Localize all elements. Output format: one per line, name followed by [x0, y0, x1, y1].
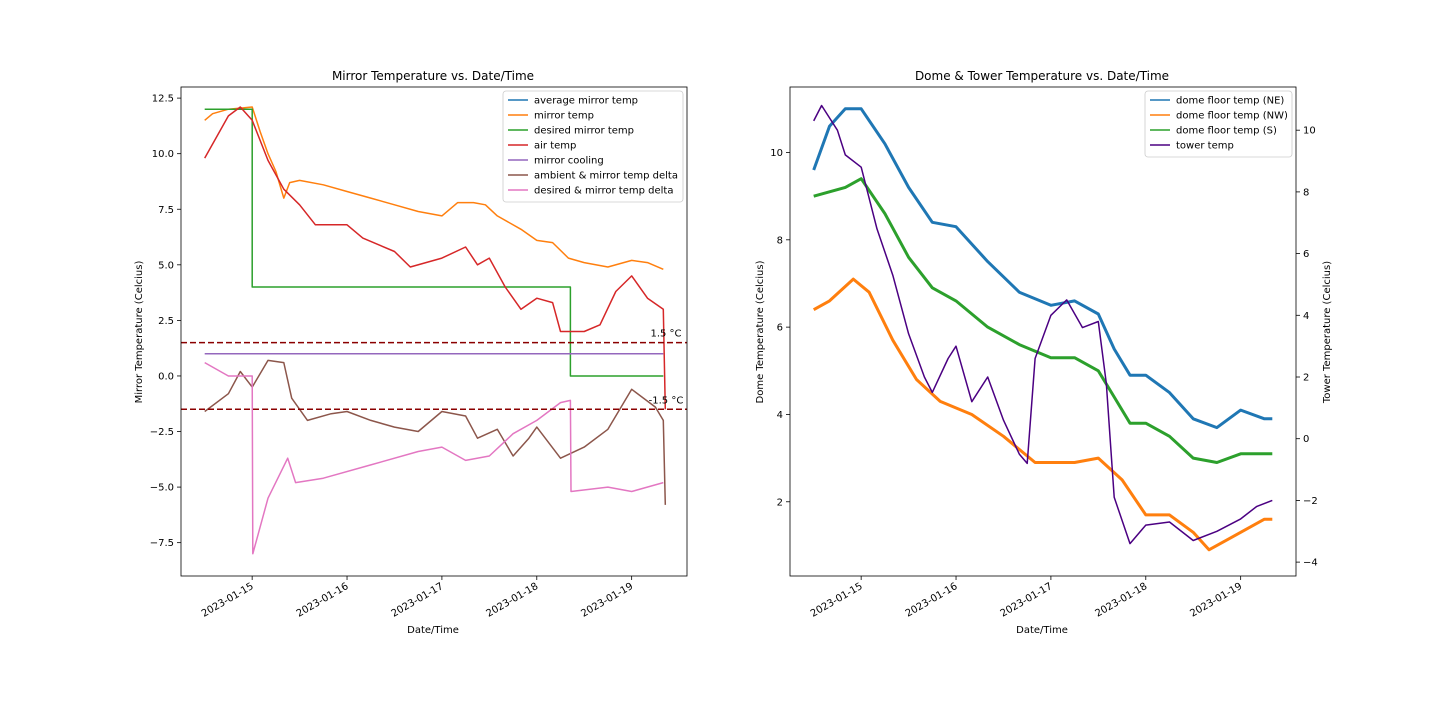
y-tick-label: −7.5: [150, 538, 174, 549]
series-line-dome-floor-temp-s: [813, 177, 1273, 464]
legend: average mirror temp mirror temp desired mi…: [502, 90, 684, 203]
x-axis-label: Date/Time: [1016, 625, 1068, 636]
y-axis-label: Mirror Temperature (Celcius): [134, 261, 145, 404]
legend-label: mirror cooling: [534, 156, 604, 167]
y-tick-label-right: 8: [1303, 187, 1309, 198]
reference-lines: [181, 341, 687, 411]
y-axis-left: 2 4 6 8 10: [770, 148, 790, 508]
series-line-desired-mirror-temp-delta: [204, 361, 664, 555]
x-tick-label: 2023-01-17: [390, 581, 446, 620]
y-tick-label: 4: [777, 410, 783, 421]
chart-title: Mirror Temperature vs. Date/Time: [332, 69, 534, 83]
legend-label: desired mirror temp: [534, 126, 634, 137]
legend-label: dome floor temp (NW): [1176, 111, 1288, 122]
x-tick-label: 2023-01-19: [1188, 581, 1244, 620]
y-axis-label-left: Dome Temperature (Celcius): [755, 260, 766, 403]
legend-box: [502, 90, 684, 203]
plot-area: [812, 104, 1273, 552]
y-tick-label: 8: [777, 235, 783, 246]
legend-label: dome floor temp (NE): [1176, 96, 1284, 107]
legend-label: dome floor temp (S): [1176, 126, 1277, 137]
series-line-tower-temp: [813, 104, 1273, 545]
x-axis: 2023-01-15 2023-01-16 2023-01-17 2023-01-18…: [200, 576, 635, 620]
y-tick-label: 10.0: [152, 149, 174, 160]
series-line-desired-mirror-temp: [204, 108, 664, 377]
series-layer: [204, 106, 667, 555]
mirror-temperature-chart: Mirror Temperature vs. Date/Time 2023-01…: [134, 69, 688, 636]
axes-frame: [789, 86, 1297, 577]
x-tick-label: 2023-01-18: [484, 581, 540, 620]
x-tick-label: 2023-01-16: [904, 581, 960, 620]
plot-area: [181, 106, 687, 555]
dome-tower-temperature-chart: Dome & Tower Temperature vs. Date/Time 2…: [755, 69, 1333, 636]
x-tick-label: 2023-01-19: [579, 581, 635, 620]
chart-title: Dome & Tower Temperature vs. Date/Time: [915, 69, 1169, 83]
legend-label: air temp: [534, 141, 576, 152]
y-tick-label-right: 10: [1303, 126, 1316, 137]
y-tick-label-right: 6: [1303, 249, 1309, 260]
y-tick-label: 12.5: [152, 94, 174, 105]
series-layer: [812, 104, 1273, 552]
series-line-ambient-mirror-temp-delta: [204, 359, 667, 505]
y-tick-label-right: 2: [1303, 373, 1309, 384]
series-line-mirror-temp: [204, 106, 664, 270]
y-tick-label-right: −4: [1303, 558, 1318, 569]
legend-label: desired & mirror temp delta: [534, 186, 673, 197]
legend-box: [1144, 90, 1293, 158]
y-tick-label: 2: [777, 497, 783, 508]
x-tick-label: 2023-01-17: [999, 581, 1055, 620]
y-tick-label: 5.0: [158, 260, 174, 271]
x-tick-label: 2023-01-15: [200, 581, 256, 620]
x-tick-label: 2023-01-18: [1093, 581, 1149, 620]
y-axis-label-right: Tower Temperature (Celcius): [1322, 261, 1333, 404]
y-axis-right: −4 −2 0 2 4 6 8 10: [1296, 126, 1318, 569]
y-axis: −7.5 −5.0 −2.5 0.0 2.5 5.0 7.5 10.0 12.5: [150, 94, 181, 549]
x-tick-label: 2023-01-16: [295, 581, 351, 620]
y-tick-label-right: 0: [1303, 434, 1309, 445]
legend-label: tower temp: [1176, 141, 1234, 152]
x-axis-label: Date/Time: [407, 625, 459, 636]
y-tick-label: 0.0: [158, 371, 174, 382]
axes-frame: [180, 86, 688, 577]
y-tick-label-right: 4: [1303, 311, 1309, 322]
y-tick-label-right: −2: [1303, 496, 1318, 507]
legend: dome floor temp (NE) dome floor temp (NW)…: [1144, 90, 1293, 158]
reference-line-label: 1.5 °C: [650, 329, 681, 340]
series-line-dome-floor-temp-nw: [812, 277, 1273, 552]
legend-label: mirror temp: [534, 111, 594, 122]
y-tick-label: 6: [777, 323, 783, 334]
legend-label: average mirror temp: [534, 96, 638, 107]
reference-line-label: -1.5 °C: [649, 395, 684, 406]
y-tick-label: −2.5: [150, 427, 174, 438]
y-tick-label: −5.0: [150, 483, 174, 494]
legend-label: ambient & mirror temp delta: [534, 171, 678, 182]
x-axis: 2023-01-15 2023-01-16 2023-01-17 2023-01-18…: [809, 576, 1244, 620]
y-tick-label: 7.5: [158, 205, 174, 216]
x-tick-label: 2023-01-15: [809, 581, 865, 620]
y-tick-label: 2.5: [158, 316, 174, 327]
series-line-air-temp: [204, 106, 667, 410]
y-tick-label: 10: [770, 148, 783, 159]
